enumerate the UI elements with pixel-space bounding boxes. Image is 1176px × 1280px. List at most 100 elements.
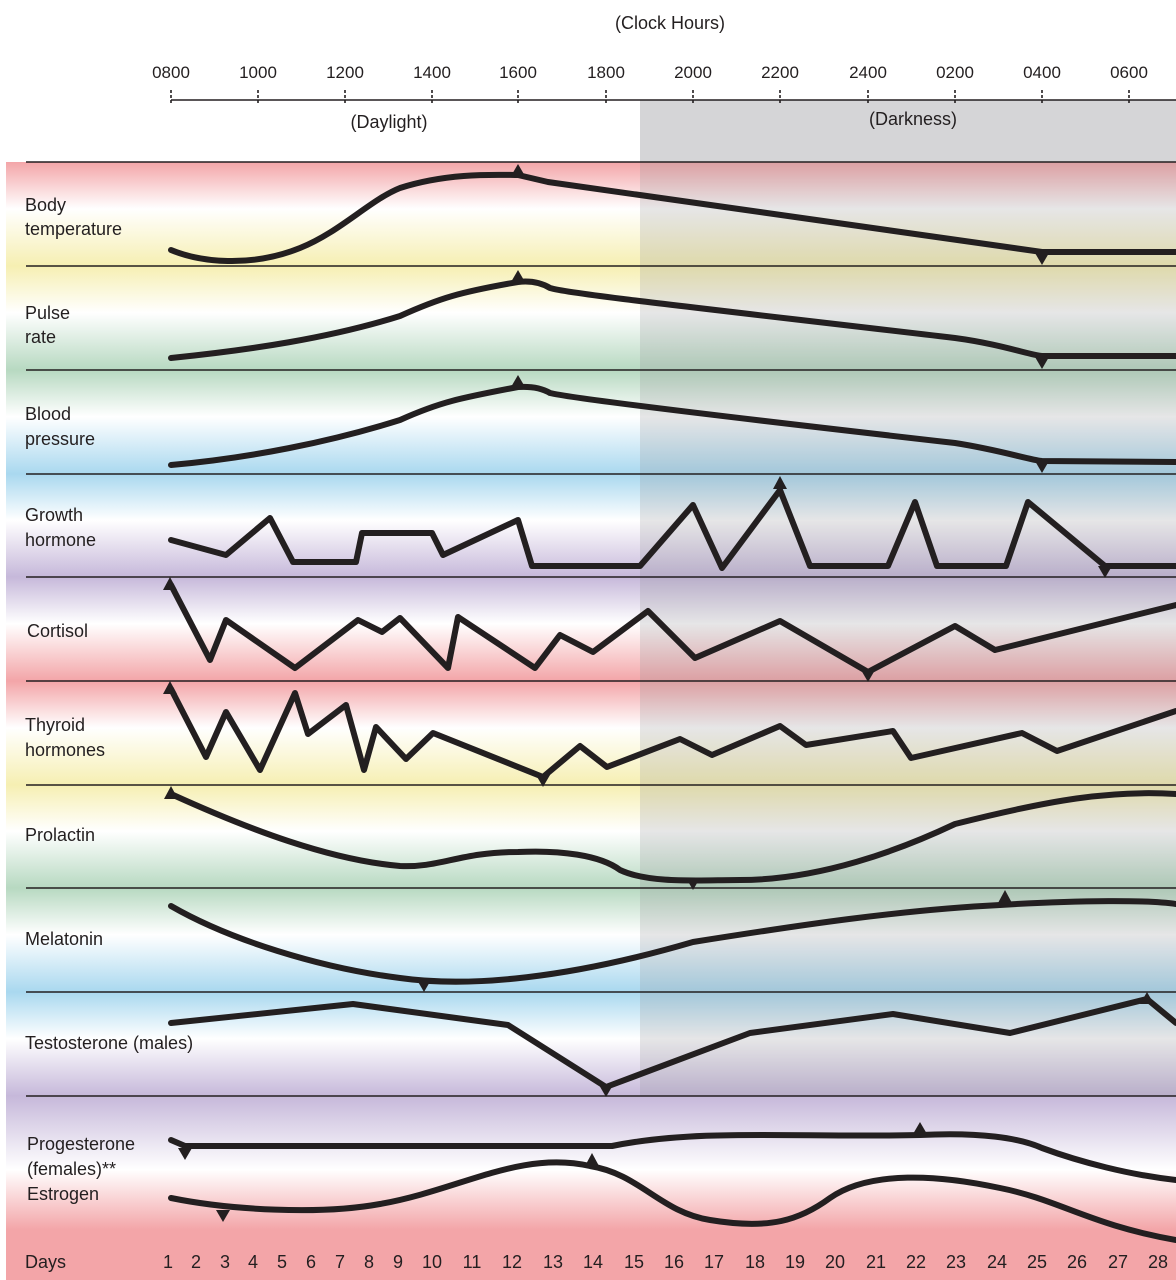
row-label-progesterone-estrogen: Progesterone (females)** Estrogen <box>27 1134 140 1204</box>
down-arrow-icon <box>417 980 431 992</box>
down-arrow-icon <box>599 1085 613 1097</box>
row-bg-days <box>6 1230 1176 1280</box>
down-arrow-icon <box>1035 357 1049 369</box>
row-label-growth-hormone: Growth hormone <box>25 505 96 550</box>
hour-label: 0200 <box>936 63 974 82</box>
hour-label: 1400 <box>413 63 451 82</box>
row-label-melatonin: Melatonin <box>25 929 103 949</box>
hour-label: 0600 <box>1110 63 1148 82</box>
hour-label: 1000 <box>239 63 277 82</box>
day-number: 23 <box>946 1252 966 1272</box>
day-number: 28 <box>1148 1252 1168 1272</box>
progesterone-curve <box>168 1131 1176 1183</box>
day-numbers: 1 2 3 4 5 6 7 8 9 10 11 12 13 14 15 16 1… <box>163 1252 1168 1272</box>
daylight-label: (Daylight) <box>350 112 427 132</box>
clock-hours-label: (Clock Hours) <box>615 13 725 33</box>
row-bg-cortisol <box>6 577 1176 681</box>
day-number: 18 <box>745 1252 765 1272</box>
hour-label: 0800 <box>152 63 190 82</box>
hour-label: 0400 <box>1023 63 1061 82</box>
time-axis <box>170 90 1176 104</box>
hour-label: 2000 <box>674 63 712 82</box>
row-label-pulse-rate: Pulse rate <box>25 303 75 347</box>
day-number: 27 <box>1108 1252 1128 1272</box>
day-number: 7 <box>335 1252 345 1272</box>
hour-label: 1200 <box>326 63 364 82</box>
row-label-body-temperature: Body temperature <box>25 195 122 239</box>
down-arrow-icon <box>1035 253 1049 265</box>
estrogen-curve <box>168 1159 1176 1243</box>
growth-hormone-curve <box>168 487 1176 571</box>
day-number: 13 <box>543 1252 563 1272</box>
day-number: 24 <box>987 1252 1007 1272</box>
hour-label: 2200 <box>761 63 799 82</box>
day-number: 6 <box>306 1252 316 1272</box>
hour-label: 2400 <box>849 63 887 82</box>
melatonin-curve <box>168 898 1176 985</box>
day-number: 17 <box>704 1252 724 1272</box>
row-label-cortisol: Cortisol <box>27 621 88 641</box>
day-number: 21 <box>866 1252 886 1272</box>
day-number: 14 <box>583 1252 603 1272</box>
day-number: 11 <box>463 1252 482 1272</box>
row-bg-blood-pressure <box>6 370 1176 474</box>
blood-pressure-curve <box>168 383 1176 468</box>
row-label-blood-pressure: Blood pressure <box>25 404 95 449</box>
row-labels: Body temperature Pulse rate Blood pressu… <box>25 195 193 1204</box>
hour-label: 1600 <box>499 63 537 82</box>
row-label-testosterone: Testosterone (males) <box>25 1033 193 1053</box>
row-bg-growth-hormone <box>6 474 1176 577</box>
down-arrow-icon <box>1098 566 1112 578</box>
up-arrow-icon <box>511 375 525 387</box>
up-arrow-icon <box>511 164 525 176</box>
day-number: 25 <box>1027 1252 1047 1272</box>
day-number: 19 <box>785 1252 805 1272</box>
down-arrow-icon <box>536 775 550 787</box>
day-number: 20 <box>825 1252 845 1272</box>
hour-tick-labels: 0800 1000 1200 1400 1600 1800 2000 2200 … <box>152 63 1148 82</box>
up-arrow-icon <box>585 1153 599 1166</box>
day-number: 8 <box>364 1252 374 1272</box>
day-number: 3 <box>220 1252 230 1272</box>
down-arrow-icon <box>686 878 700 890</box>
peak-markers <box>163 164 1154 1222</box>
up-arrow-icon <box>773 476 787 489</box>
row-bg-thyroid <box>6 681 1176 785</box>
day-number: 10 <box>422 1252 442 1272</box>
darkness-band-overlay <box>640 162 1176 1096</box>
down-arrow-icon <box>1035 461 1049 473</box>
up-arrow-icon <box>163 577 177 590</box>
up-arrow-icon <box>998 890 1012 903</box>
day-number: 1 <box>163 1252 173 1272</box>
up-arrow-icon <box>511 270 525 282</box>
down-arrow-icon <box>861 670 875 682</box>
down-arrow-icon <box>178 1148 192 1160</box>
day-number: 5 <box>277 1252 287 1272</box>
up-arrow-icon <box>164 786 178 799</box>
row-bg-body-temperature <box>6 162 1176 266</box>
day-number: 9 <box>393 1252 403 1272</box>
day-number: 4 <box>248 1252 258 1272</box>
row-label-thyroid-hormones: Thyroid hormones <box>25 715 105 760</box>
row-separators <box>26 161 1176 1097</box>
day-number: 22 <box>906 1252 926 1272</box>
day-number: 16 <box>664 1252 684 1272</box>
pulse-rate-curve <box>168 278 1176 361</box>
row-backgrounds <box>6 162 1176 1280</box>
days-label: Days <box>25 1252 66 1272</box>
row-label-prolactin: Prolactin <box>25 825 95 845</box>
day-number: 26 <box>1067 1252 1087 1272</box>
body-temperature-curve <box>168 171 1176 264</box>
prolactin-curve <box>168 790 1176 884</box>
row-bg-prolactin <box>6 785 1176 888</box>
day-number: 15 <box>624 1252 644 1272</box>
up-arrow-icon <box>913 1122 927 1134</box>
up-arrow-icon <box>163 681 177 694</box>
day-number: 12 <box>502 1252 522 1272</box>
darkness-label: (Darkness) <box>869 109 957 129</box>
day-number: 2 <box>191 1252 201 1272</box>
darkness-band-header <box>640 100 1176 162</box>
down-arrow-icon <box>216 1210 230 1222</box>
up-arrow-icon <box>1140 992 1154 1004</box>
